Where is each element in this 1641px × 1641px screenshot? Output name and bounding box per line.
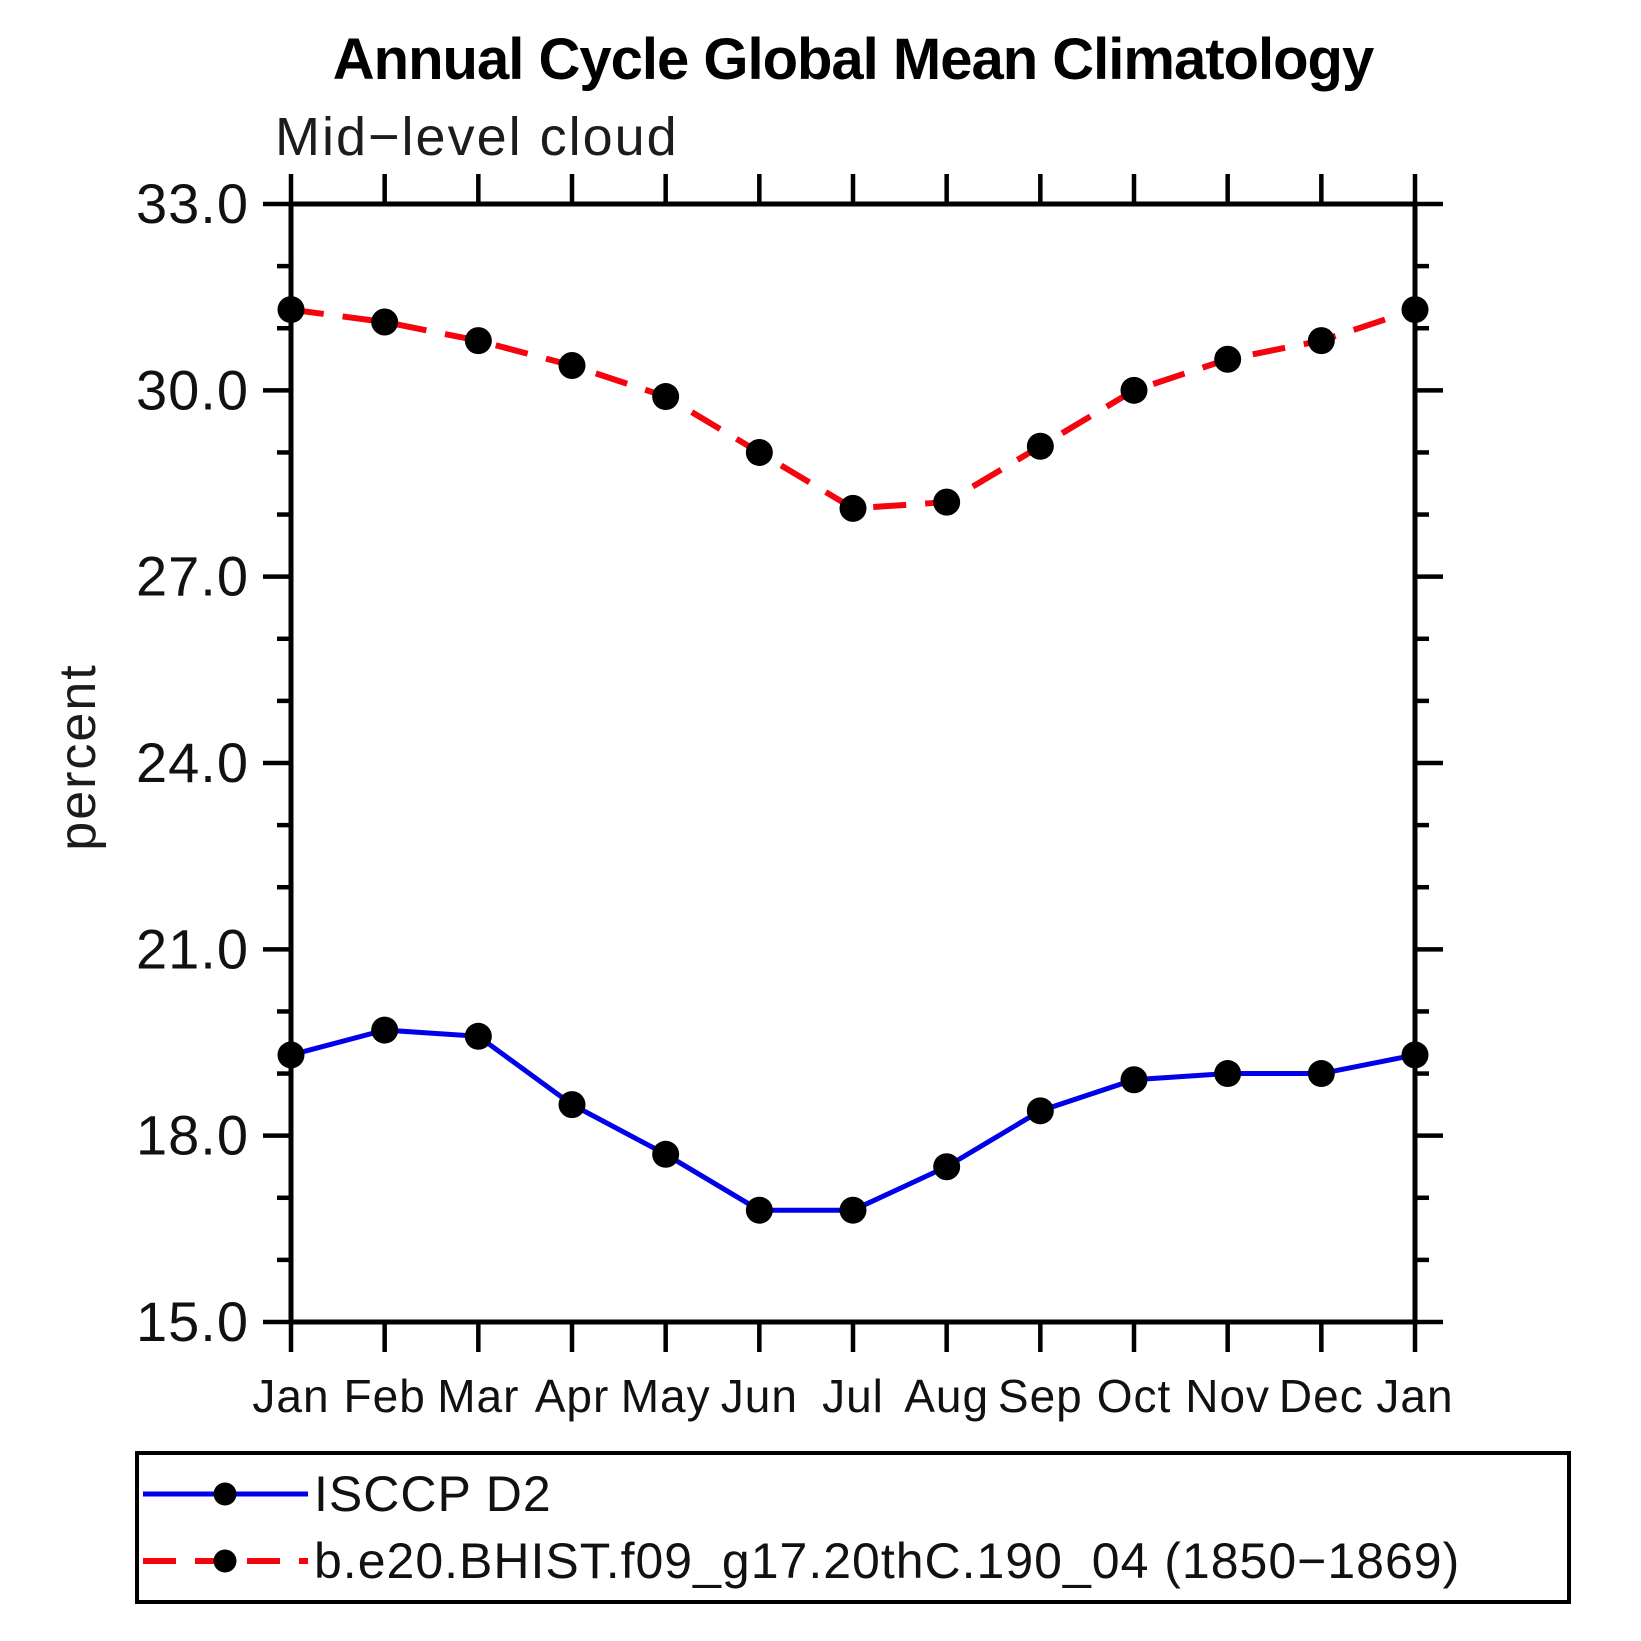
y-axis-title: percent [49, 663, 107, 851]
data-point-marker [558, 1091, 586, 1119]
x-tick-label: Feb [344, 1370, 426, 1422]
legend-swatch-marker-1 [213, 1549, 237, 1573]
data-point-marker [745, 1196, 773, 1224]
data-point-marker [464, 1022, 492, 1050]
x-tick-label: Jan [252, 1370, 329, 1422]
data-point-marker [1401, 296, 1429, 324]
series-markers-1 [277, 296, 1429, 522]
data-point-marker [1307, 1060, 1335, 1088]
legend-label-isccp-d2: ISCCP D2 [314, 1466, 552, 1522]
y-tick-label: 21.0 [136, 917, 249, 980]
x-tick-label: Jan [1376, 1370, 1453, 1422]
data-point-marker [1307, 327, 1335, 355]
y-tick-label: 27.0 [136, 545, 249, 608]
y-tick-labels: 15.0 18.0 21.0 24.0 27.0 30.0 33.0 [136, 172, 249, 1353]
data-point-marker [1120, 1066, 1148, 1094]
y-tick-label: 18.0 [136, 1104, 249, 1167]
x-tick-labels: Jan Feb Mar Apr May Jun Jul Aug Sep Oct Nov Dec Jan [252, 1370, 1453, 1422]
data-point-marker [1214, 1060, 1242, 1088]
data-point-marker [558, 351, 586, 379]
plot-subtitle: Mid−level cloud [275, 107, 679, 167]
data-point-marker [1026, 1097, 1054, 1125]
plot-frame [288, 201, 1418, 1325]
legend-label-model-run: b.e20.BHIST.f09_g17.20thC.190_04 (1850−1… [314, 1533, 1461, 1589]
data-point-marker [277, 296, 305, 324]
x-tick-label: Nov [1185, 1370, 1270, 1422]
x-tick-label: Jul [822, 1370, 884, 1422]
data-point-marker [371, 1016, 399, 1044]
series-markers-0 [277, 1016, 1429, 1224]
x-tick-label: Apr [535, 1370, 610, 1422]
x-tick-label: Sep [998, 1370, 1083, 1422]
x-tick-label: Oct [1097, 1370, 1172, 1422]
y-tick-label: 24.0 [136, 731, 249, 794]
data-point-marker [1120, 376, 1148, 404]
data-point-marker [652, 383, 680, 411]
x-tick-label: Jun [721, 1370, 798, 1422]
y-tick-label: 30.0 [136, 358, 249, 421]
x-tick-label: Aug [904, 1370, 989, 1422]
data-point-marker [933, 488, 961, 516]
y-tick-label: 33.0 [136, 172, 249, 235]
data-point-marker [839, 494, 867, 522]
data-point-marker [1214, 345, 1242, 373]
y-tick-label: 15.0 [136, 1290, 249, 1353]
data-point-marker [933, 1153, 961, 1181]
data-point-marker [464, 327, 492, 355]
data-point-marker [277, 1041, 305, 1069]
data-point-marker [371, 308, 399, 336]
data-point-marker [839, 1196, 867, 1224]
data-point-marker [745, 438, 773, 466]
series-line-0 [290, 1027, 1416, 1213]
x-tick-label: May [621, 1370, 711, 1422]
legend-swatch-marker-0 [213, 1482, 237, 1506]
x-tick-label: Mar [437, 1370, 519, 1422]
legend-box [135, 1451, 1571, 1604]
series-line-1 [290, 306, 1416, 512]
data-point-marker [1401, 1041, 1429, 1069]
page-title: Annual Cycle Global Mean Climatology [332, 27, 1374, 92]
data-point-marker [652, 1140, 680, 1168]
data-point-marker [1026, 432, 1054, 460]
x-tick-label: Dec [1279, 1370, 1364, 1422]
